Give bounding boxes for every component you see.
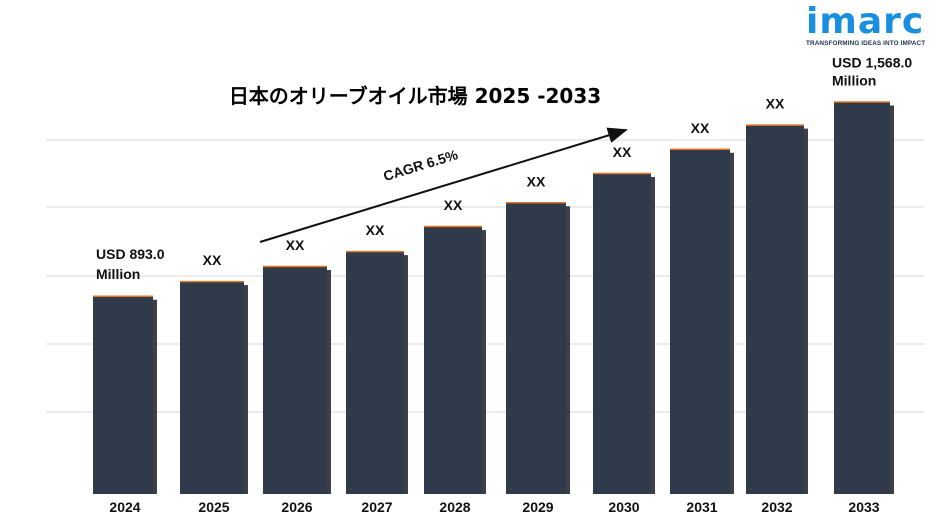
bar bbox=[746, 124, 804, 494]
start-value-label: USD 893.0 bbox=[96, 246, 165, 262]
x-tick-label: 2027 bbox=[361, 499, 392, 515]
bar bbox=[424, 226, 482, 494]
x-tick-label: 2033 bbox=[848, 499, 879, 515]
bar bbox=[180, 281, 244, 494]
logo-wordmark: imarc bbox=[806, 2, 932, 42]
cagr-label: CAGR 6.5% bbox=[381, 146, 460, 184]
logo-tagline: TRANSFORMING IDEAS INTO IMPACT bbox=[806, 40, 926, 47]
chart-title: 日本のオリーブオイル市場 2025 -2033 bbox=[228, 84, 602, 108]
x-tick-label: 2031 bbox=[686, 499, 717, 515]
data-label: XX bbox=[766, 96, 785, 112]
x-tick-label: 2032 bbox=[761, 499, 792, 515]
x-tick-label: 2025 bbox=[198, 499, 229, 515]
bar bbox=[834, 101, 890, 494]
bar bbox=[346, 251, 404, 494]
data-label: XX bbox=[444, 197, 463, 213]
logo-text: imarc bbox=[806, 1, 925, 42]
data-label: XX bbox=[613, 144, 632, 160]
end-value-unit: Million bbox=[832, 73, 876, 89]
x-tick-label: 2028 bbox=[439, 499, 470, 515]
x-tick-label: 2029 bbox=[522, 499, 553, 515]
x-tick-label: 2026 bbox=[281, 499, 312, 515]
x-tick-label: 2030 bbox=[608, 499, 639, 515]
end-value-label: USD 1,568.0 bbox=[832, 55, 912, 71]
data-label: XX bbox=[203, 252, 222, 268]
imarc-logo: imarc TRANSFORMING IDEAS INTO IMPACT bbox=[806, 2, 932, 48]
bar bbox=[593, 172, 651, 494]
x-tick-label: 2024 bbox=[109, 499, 140, 515]
bar bbox=[263, 266, 327, 494]
data-label: XX bbox=[527, 173, 546, 189]
bar bbox=[506, 202, 566, 495]
cagr-arrow bbox=[259, 127, 628, 243]
data-label: XX bbox=[366, 222, 385, 238]
start-value-unit: Million bbox=[96, 266, 140, 282]
bar bbox=[670, 148, 730, 495]
data-label: XX bbox=[691, 120, 710, 136]
data-label: XX bbox=[286, 237, 305, 253]
bar bbox=[93, 295, 153, 494]
